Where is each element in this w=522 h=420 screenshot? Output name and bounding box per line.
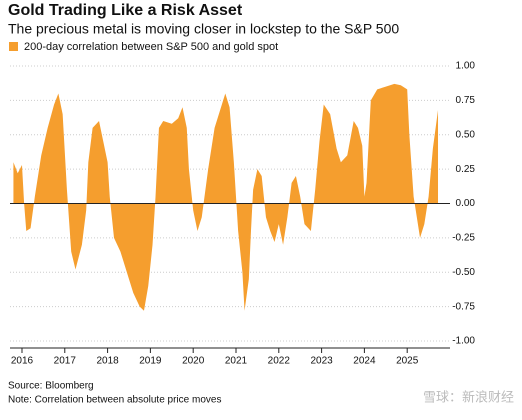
y-tick-label: 0.00 bbox=[456, 198, 476, 209]
y-tick-label: 1.00 bbox=[456, 61, 476, 72]
x-tick-label: 2025 bbox=[396, 356, 419, 367]
x-tick-label: 2016 bbox=[11, 356, 34, 367]
y-tick-label: 0.50 bbox=[456, 129, 476, 140]
chart-subtitle: The precious metal is moving closer in l… bbox=[8, 21, 399, 37]
x-tick-label: 2019 bbox=[139, 356, 162, 367]
x-tick-label: 2020 bbox=[182, 356, 205, 367]
note: Note: Correlation between absolute price… bbox=[8, 395, 221, 406]
x-tick-label: 2018 bbox=[96, 356, 119, 367]
chart-title: Gold Trading Like a Risk Asset bbox=[8, 2, 243, 19]
y-tick-label: -0.75 bbox=[452, 301, 475, 312]
x-tick-label: 2022 bbox=[268, 356, 291, 367]
y-tick-label: 0.25 bbox=[456, 164, 476, 175]
x-tick-label: 2024 bbox=[353, 356, 376, 367]
watermark: 雪球：新浪财经 bbox=[423, 389, 514, 404]
source: Source: Bloomberg bbox=[8, 381, 94, 392]
legend-swatch bbox=[9, 42, 18, 51]
x-tick-label: 2023 bbox=[310, 356, 333, 367]
x-tick-label: 2017 bbox=[54, 356, 77, 367]
x-tick-label: 2021 bbox=[225, 356, 248, 367]
legend-label: 200-day correlation between S&P 500 and … bbox=[24, 41, 278, 53]
area bbox=[13, 83, 439, 311]
y-tick-label: -0.50 bbox=[452, 267, 475, 278]
y-tick-label: -0.25 bbox=[452, 233, 475, 244]
y-tick-label: 0.75 bbox=[456, 95, 476, 106]
y-tick-label: -1.00 bbox=[452, 336, 475, 347]
